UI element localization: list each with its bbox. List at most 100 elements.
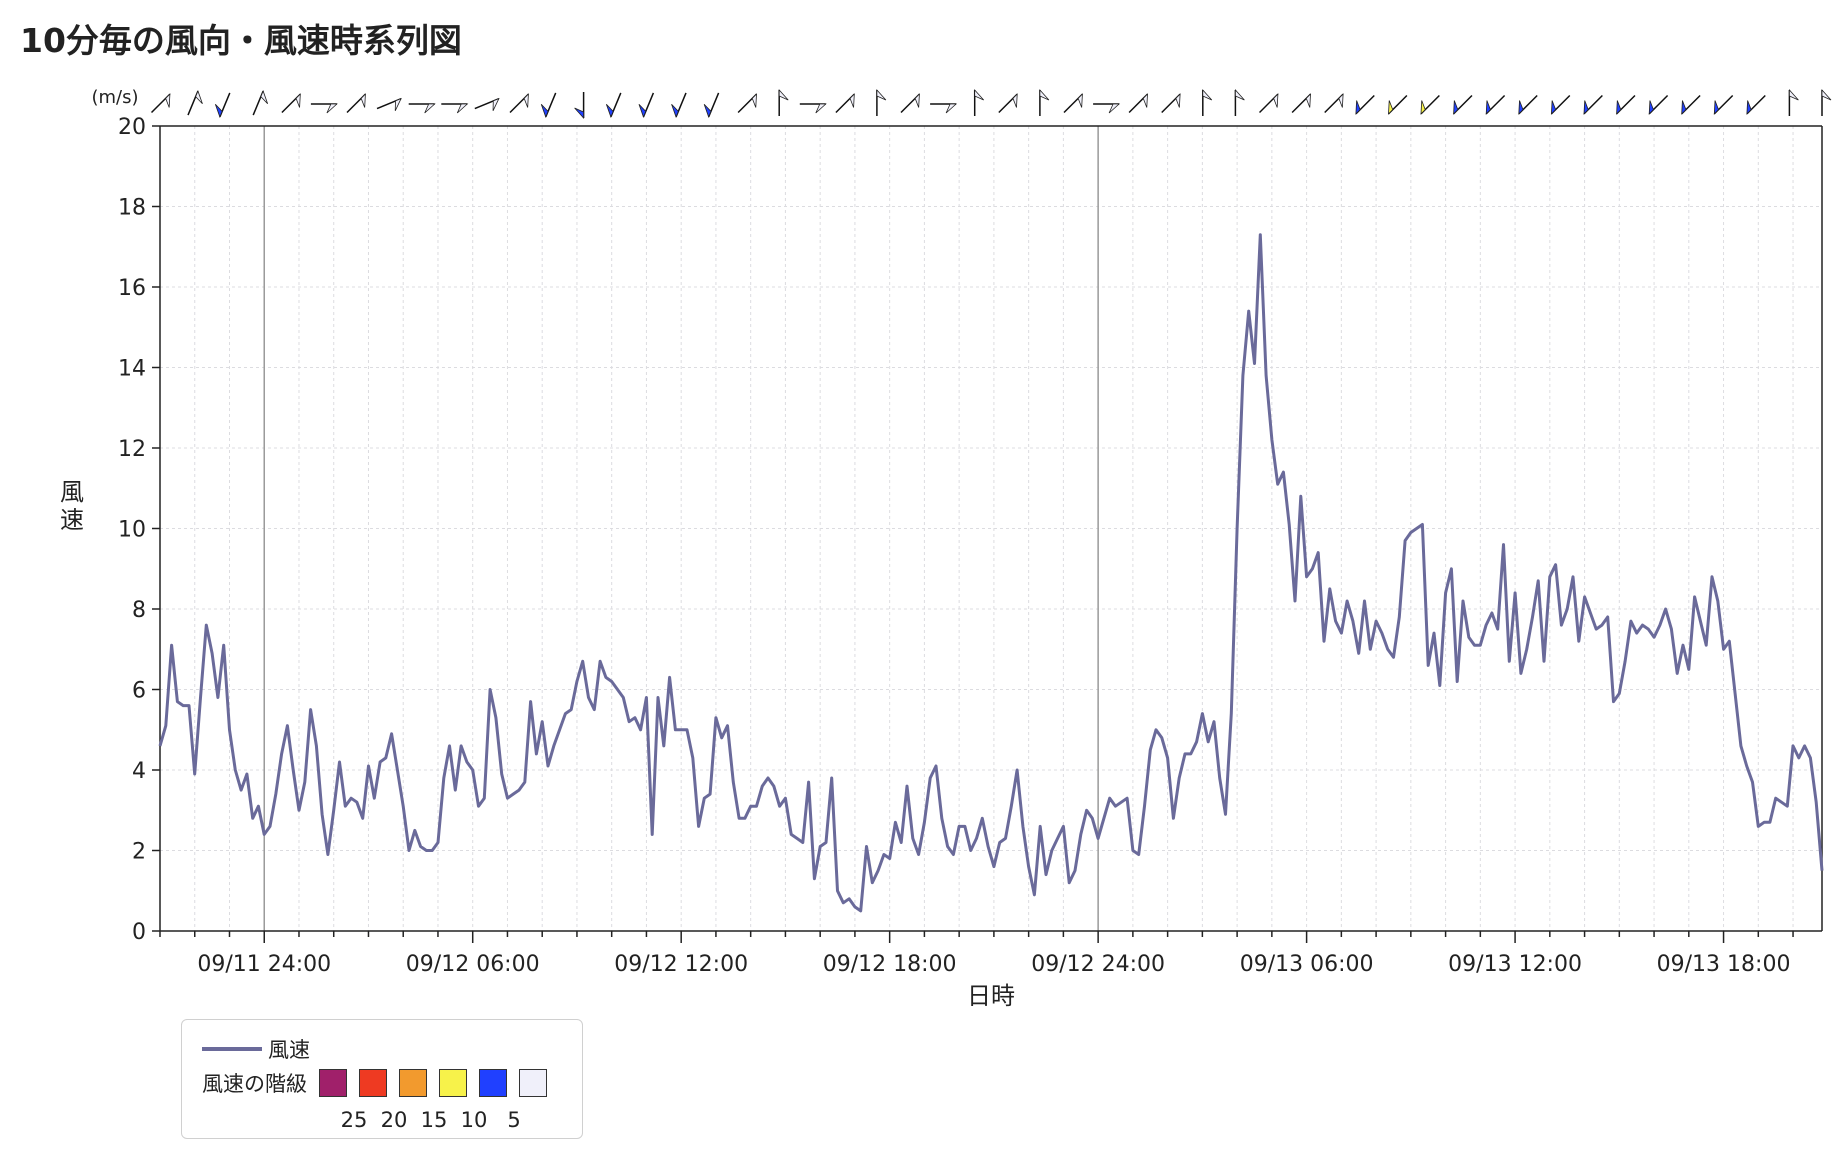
wind-arrow-head	[165, 93, 171, 108]
wind-arrow-head	[1175, 93, 1181, 108]
y-tick-label: 6	[132, 679, 146, 704]
y-tick-label: 2	[132, 840, 146, 865]
legend-class-number: 20	[380, 1108, 408, 1132]
wind-arrow	[1518, 94, 1538, 115]
wind-arrow-head	[523, 93, 529, 108]
wind-arrow-head	[1616, 100, 1622, 115]
wind-arrow	[835, 93, 855, 114]
y-axis-title-char: 速	[60, 506, 84, 534]
wind-arrow-head	[974, 88, 984, 101]
legend-class-title: 風速の階級	[202, 1072, 307, 1096]
wind-arrow	[703, 92, 720, 119]
wind-speed-line	[158, 233, 1824, 913]
wind-arrow	[638, 92, 655, 119]
legend-class-swatch	[519, 1069, 547, 1097]
wind-arrow	[1324, 93, 1344, 114]
legend-class-number: 15	[420, 1108, 448, 1132]
wind-arrow	[1128, 93, 1149, 114]
legend-class-number: 5	[507, 1108, 521, 1132]
wind-arrow-head	[671, 103, 679, 119]
wind-arrow-head	[1713, 100, 1720, 115]
wind-arrow-head	[1583, 100, 1589, 115]
wind-arrow-head	[876, 88, 887, 101]
x-tick-label: 09/12 18:00	[823, 952, 957, 977]
wind-arrow	[408, 103, 436, 114]
wind-arrow	[1616, 94, 1636, 115]
y-tick-label: 12	[118, 437, 146, 462]
wind-arrow	[1681, 94, 1701, 115]
wind-arrow	[1093, 103, 1121, 114]
wind-arrow-head	[638, 103, 647, 119]
grid-layer	[159, 125, 1822, 931]
legend-class-swatch	[359, 1069, 387, 1097]
wind-arrow	[346, 93, 366, 114]
x-tick-label: 09/13 12:00	[1448, 952, 1582, 977]
y-tick-label: 14	[118, 357, 146, 382]
wind-arrow	[1420, 94, 1440, 115]
legend-class-swatch	[479, 1069, 507, 1097]
legend-class-swatch	[439, 1069, 467, 1097]
wind-arrow	[252, 89, 269, 116]
legend-class-swatch	[399, 1069, 427, 1097]
wind-arrow-head	[1821, 88, 1832, 101]
wind-arrow-head	[1108, 103, 1121, 114]
wind-arrow	[1583, 94, 1603, 115]
wind-arrow-head	[703, 103, 712, 119]
wind-arrow-head	[1338, 93, 1344, 108]
wind-arrow	[930, 103, 958, 114]
wind-arrow	[1550, 94, 1571, 115]
wind-arrow	[605, 92, 622, 119]
wind-arrow-head	[195, 89, 203, 105]
x-tick-label: 09/13 06:00	[1240, 952, 1374, 977]
wind-arrow	[1234, 88, 1245, 116]
wind-arrow-head	[1485, 100, 1491, 115]
wind-arrow-head	[1305, 93, 1311, 108]
y-tick-label: 4	[132, 759, 146, 784]
wind-arrow	[799, 103, 827, 114]
wind-arrow-head	[214, 103, 223, 119]
legend-class-numbers: 25 20 15 10 5	[182, 1108, 582, 1132]
y-tick-label: 20	[118, 115, 146, 140]
axes-layer	[152, 125, 1823, 943]
x-tick-label: 09/11 24:00	[197, 952, 331, 977]
labels-layer: 0 2 4 6 8 10 12 14 16 18 20 09/11 24:00 09/12 06:00 0…	[60, 87, 1790, 1010]
wind-arrow	[1291, 93, 1312, 114]
wind-arrow	[1485, 94, 1506, 115]
wind-arrow	[1355, 94, 1375, 115]
legend-class-boxes	[319, 1069, 559, 1097]
wind-arrow-head	[394, 97, 402, 111]
wind-arrow	[1746, 94, 1766, 115]
wind-arrow-head	[1039, 88, 1050, 101]
wind-arrow-head	[360, 93, 366, 108]
wind-arrow	[509, 93, 529, 114]
wind-arrow	[1713, 94, 1734, 115]
y-tick-label: 16	[118, 276, 146, 301]
wind-arrow	[1202, 88, 1213, 116]
wind-arrow-head	[492, 97, 500, 111]
wind-arrow-head	[815, 103, 827, 114]
y-tick-label: 8	[132, 598, 146, 623]
y-unit-label: (m/s)	[91, 87, 138, 108]
x-tick-label: 09/12 06:00	[406, 952, 540, 977]
wind-arrow	[310, 103, 338, 114]
wind-arrow-head	[1142, 93, 1148, 108]
wind-arrow	[737, 93, 758, 114]
wind-arrow-head	[1420, 100, 1426, 115]
wind-arrow-head	[424, 103, 436, 114]
wind-arrow	[1648, 94, 1669, 115]
wind-arrow-head	[1550, 100, 1557, 115]
wind-arrow	[574, 92, 585, 120]
wind-arrow	[973, 88, 984, 116]
wind-arrow-head	[605, 103, 614, 119]
x-tick-label: 09/13 18:00	[1657, 952, 1791, 977]
wind-arrow-head	[260, 89, 269, 105]
wind-arrow-head	[326, 103, 338, 114]
x-tick-label: 09/12 24:00	[1031, 952, 1165, 977]
wind-arrow	[281, 93, 301, 114]
y-tick-label: 18	[118, 196, 146, 221]
wind-arrow	[998, 93, 1018, 114]
wind-arrow-head	[1746, 100, 1752, 115]
wind-arrow-head	[1648, 100, 1654, 115]
wind-arrow-head	[456, 103, 469, 114]
